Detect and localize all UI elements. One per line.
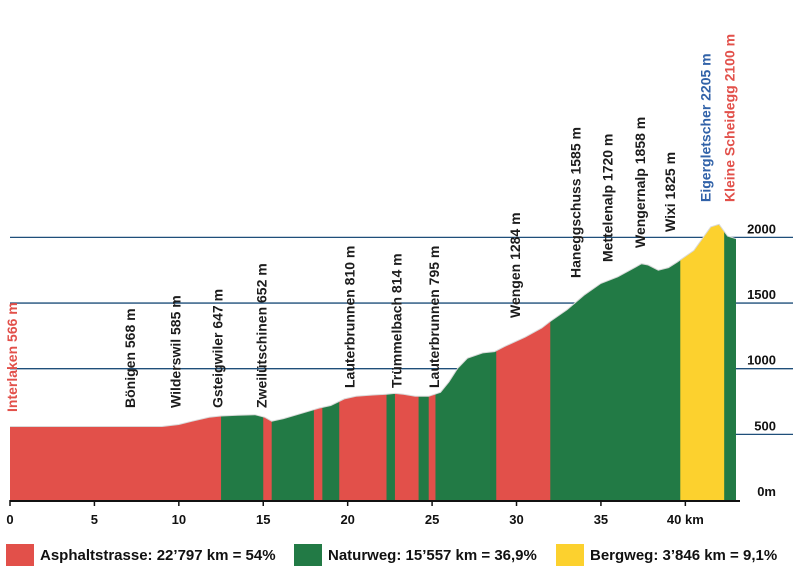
segment-asphalt-4 xyxy=(313,224,323,500)
segment-natur-5 xyxy=(322,224,340,500)
annotation-13: Eigergletscher 2205 m xyxy=(698,53,714,202)
x-tick-label-5: 5 xyxy=(91,512,98,527)
annotation-8: Wengen 1284 m xyxy=(507,212,523,318)
y-tick-label-2000: 2000 xyxy=(747,221,776,236)
annotation-11: Wengernalp 1858 m xyxy=(632,117,648,248)
annotation-10: Mettelenalp 1720 m xyxy=(600,134,616,262)
segment-asphalt-0 xyxy=(10,224,222,500)
segment-natur-11 xyxy=(435,224,497,500)
annotation-12: Wixi 1825 m xyxy=(662,152,678,232)
segment-natur-7 xyxy=(386,224,396,500)
x-tick-label-0: 0 xyxy=(6,512,13,527)
segment-natur-15 xyxy=(724,224,736,500)
y-tick-label-0: 0m xyxy=(757,484,776,499)
x-tick-label-30: 30 xyxy=(509,512,523,527)
annotation-7: Lauterbrunnen 795 m xyxy=(426,246,442,388)
annotation-2: Wilderswil 585 m xyxy=(168,295,184,408)
legend-swatch-asphalt xyxy=(6,544,34,566)
annotation-4: Zweilütschinen 652 m xyxy=(254,263,270,408)
legend-label-asphalt: Asphaltstrasse: 22’797 km = 54% xyxy=(40,546,276,564)
profile-outline xyxy=(10,223,737,427)
x-tick-label-25: 25 xyxy=(425,512,439,527)
annotation-6: Trümmelbach 814 m xyxy=(389,253,405,388)
y-tick-label-1500: 1500 xyxy=(747,287,776,302)
legend-label-naturweg: Naturweg: 15’557 km = 36,9% xyxy=(328,546,537,564)
annotation-0: Interlaken 566 m xyxy=(4,302,20,412)
legend-swatch-bergweg xyxy=(556,544,584,566)
route-segments xyxy=(10,224,736,500)
annotation-9: Haneggschuss 1585 m xyxy=(568,127,584,278)
legend-item-asphalt: Asphaltstrasse: 22’797 km = 54% xyxy=(6,544,294,566)
segment-asphalt-2 xyxy=(263,224,273,500)
segment-asphalt-12 xyxy=(496,224,551,500)
segment-berg-14 xyxy=(680,224,725,500)
segment-asphalt-8 xyxy=(394,224,419,500)
elevation-profile-chart: 0 5 10 15 20 25 30 35 40 km 0m 500 1000 1500 2000 In… xyxy=(4,34,793,527)
legend-label-bergweg: Bergweg: 3’846 km = 9,1% xyxy=(590,546,778,564)
segment-natur-1 xyxy=(221,224,264,500)
annotation-3: Gsteigwiler 647 m xyxy=(210,289,226,408)
legend-swatch-naturweg xyxy=(294,544,322,566)
legend-item-naturweg: Naturweg: 15’557 km = 36,9% xyxy=(294,544,556,566)
x-tick-label-20: 20 xyxy=(340,512,354,527)
annotation-1: Bönigen 568 m xyxy=(122,308,138,408)
annotation-5: Lauterbrunnen 810 m xyxy=(341,246,357,388)
x-axis-ticks: 0 5 10 15 20 25 30 35 40 km xyxy=(6,500,704,527)
y-tick-label-500: 500 xyxy=(754,418,776,433)
legend: Asphaltstrasse: 22’797 km = 54% Naturweg… xyxy=(6,540,796,570)
y-axis-ticks: 0m 500 1000 1500 2000 xyxy=(747,221,776,499)
segment-natur-3 xyxy=(271,224,315,500)
x-tick-label-40: 40 km xyxy=(667,512,704,527)
y-tick-label-1000: 1000 xyxy=(747,353,776,368)
annotation-14: Kleine Scheidegg 2100 m xyxy=(721,34,737,202)
x-tick-label-35: 35 xyxy=(594,512,608,527)
x-tick-label-10: 10 xyxy=(172,512,186,527)
x-tick-label-15: 15 xyxy=(256,512,270,527)
legend-item-bergweg: Bergweg: 3’846 km = 9,1% xyxy=(556,544,777,566)
place-annotations: Interlaken 566 m Bönigen 568 m Wilderswil … xyxy=(4,34,737,412)
